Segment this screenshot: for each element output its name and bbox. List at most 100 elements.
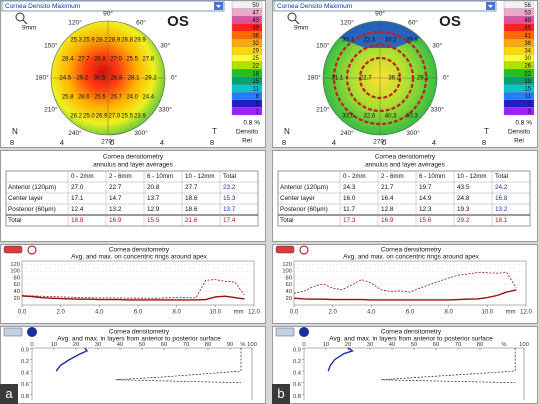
line-max: [293, 272, 517, 294]
scale-unit: Densito: [508, 129, 530, 136]
table-header: 6 - 10mm: [147, 173, 173, 180]
map-value: 25.9: [83, 38, 95, 44]
dropdown[interactable]: [1, 0, 225, 12]
x-tick-label: 6.0: [134, 310, 143, 316]
table-header: Total: [223, 173, 236, 180]
icon: [275, 327, 295, 337]
x-tick-label: 0.0: [18, 310, 27, 316]
graph-title: Cornea densitometry: [109, 329, 170, 336]
table-cell: 17.3: [343, 217, 356, 224]
graph-title: Cornea densitometry: [381, 329, 442, 336]
angle-label: 180°: [35, 74, 49, 82]
map-value: 26.8: [94, 57, 106, 63]
table-cell: 21.6: [185, 217, 198, 224]
map-value: 24.0: [126, 95, 138, 101]
table-cell: 14.9: [419, 195, 432, 202]
y-tick-label: 40: [286, 289, 292, 295]
map-value: 22.3: [364, 38, 376, 44]
table-cell: 16.9: [381, 217, 394, 224]
scale-value: 1: [256, 109, 260, 115]
x-unit: %: [501, 342, 506, 348]
y-tick-label: 20: [286, 296, 292, 302]
angle-label: 270°: [373, 138, 387, 146]
table-cell: 18.6: [185, 195, 198, 202]
table-cell: 18.1: [495, 217, 508, 224]
map-value: 26.8: [111, 76, 123, 82]
scale-unit: Densito: [236, 129, 258, 136]
x-tick-label: 0.0: [290, 310, 299, 316]
table-row-label: Center layer: [8, 195, 44, 202]
icon: [3, 327, 23, 337]
x-tick-label: 4.0: [367, 310, 376, 316]
line-avg: [55, 347, 89, 372]
y-tick-label: 20: [14, 296, 20, 302]
icon: [3, 245, 23, 254]
angle-label: 120°: [68, 18, 82, 26]
table-cell: 29.2: [457, 217, 470, 224]
nasal-label: N: [12, 127, 18, 136]
angle-label: 300°: [406, 129, 420, 137]
table-row-label: Anterior (120µm): [8, 184, 56, 191]
table-title: Cornea densitometry: [103, 154, 164, 161]
scale-value: 41: [524, 33, 531, 39]
y-tick-label: 0.4: [21, 371, 30, 377]
panel-label: a: [5, 386, 13, 401]
map-value: 25.5: [121, 114, 133, 120]
table-cell: 16.8: [495, 195, 508, 202]
table-cell: 16.9: [109, 217, 122, 224]
x-tick-label: 40: [117, 342, 123, 348]
map-value: 31.1: [331, 76, 343, 82]
x-tick-label: 2.0: [328, 310, 337, 316]
icon: [299, 327, 309, 337]
section: [0, 326, 266, 404]
x-tick-label: 80: [205, 342, 211, 348]
zoom-icon: [287, 12, 297, 22]
table-row-label: Posterior (60µm): [8, 206, 56, 213]
table-header: 0 - 2mm: [343, 173, 366, 180]
y-tick-label: 80: [14, 275, 20, 281]
scale-value: 43: [252, 18, 259, 24]
table-cell: 16.4: [381, 195, 394, 202]
angle-label: 30°: [432, 42, 442, 50]
map-value: 24.5: [59, 76, 71, 82]
table-cell: 21.7: [381, 184, 394, 191]
y-tick-label: 60: [14, 282, 20, 288]
x-unit: mm: [506, 310, 516, 316]
map-value: 28.9: [109, 38, 121, 44]
x-tick-label: 100: [247, 342, 257, 348]
y-tick-label: 0.6: [21, 382, 29, 388]
table-header: 6 - 10mm: [419, 173, 445, 180]
map-value: 30.5: [94, 76, 106, 82]
scale-value: 22: [524, 71, 531, 77]
x-tick-label: 12.0: [520, 310, 532, 316]
y-tick-label: 0.2: [21, 359, 29, 365]
panel-label-box: [0, 384, 18, 404]
dropdown[interactable]: [273, 0, 497, 12]
x-tick-label: 0: [302, 342, 305, 348]
dropdown-text: Cornea Densito Maximum: [277, 3, 352, 10]
line-max: [380, 348, 516, 384]
table-cell: 17.1: [71, 195, 84, 202]
line-avg: [327, 347, 354, 372]
size-label: 9mm: [22, 25, 36, 32]
x-tick-label: 60: [433, 342, 439, 348]
table-cell: 17.4: [223, 217, 236, 224]
map-value: 33.2: [385, 38, 397, 44]
graph-subtitle: Avg. and max. in layers from anterior to…: [57, 336, 221, 343]
scale-value: 22: [252, 64, 259, 70]
scale-mode: Rel: [514, 138, 524, 145]
map-tick-label: 4: [60, 138, 64, 147]
map-tick-label: 8: [282, 138, 286, 147]
zoom-icon: [294, 19, 300, 25]
panel: Cornea Densito Maximum90°60°30°0°330°300…: [272, 0, 538, 404]
table-cell: 12.3: [419, 206, 432, 213]
line-avg: [21, 295, 245, 301]
map-value: 26.7: [110, 95, 122, 101]
x-tick-label: 30: [367, 342, 373, 348]
y-tick-label: 0.8: [293, 394, 301, 400]
table-frame: [277, 170, 531, 227]
plot-area: [293, 260, 527, 306]
y-tick-label: 60: [286, 282, 292, 288]
table-row-label: Total: [8, 217, 22, 224]
y-tick-label: 0.4: [293, 371, 302, 377]
